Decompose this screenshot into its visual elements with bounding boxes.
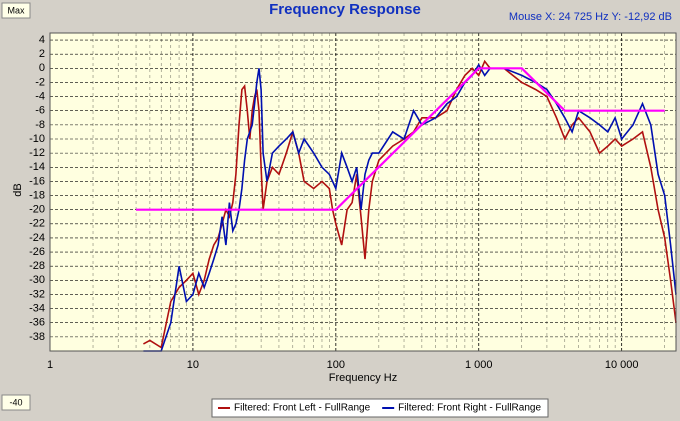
y-tick-label: -4 — [35, 91, 45, 103]
y-tick-label: -14 — [29, 161, 45, 173]
x-tick-label: 1 000 — [465, 359, 493, 371]
y-tick-label: -2 — [35, 76, 45, 88]
y-tick-label: -36 — [29, 317, 45, 329]
y-tick-label: -24 — [29, 232, 45, 244]
y-tick-label: -32 — [29, 288, 45, 300]
plot-border — [49, 32, 677, 352]
x-tick-label: 1 — [47, 359, 53, 371]
legend-label: Filtered: Front Left - FullRange — [234, 403, 371, 414]
x-tick-label: 10 000 — [605, 359, 639, 371]
y-tick-label: 2 — [39, 48, 45, 60]
series-line — [143, 59, 677, 349]
y-tick-label: -22 — [29, 218, 45, 230]
y-tick-label: -16 — [29, 175, 45, 187]
y-tick-label: 0 — [39, 62, 45, 74]
target-line — [136, 67, 665, 211]
x-tick-label: 10 — [187, 359, 199, 371]
y-tick-label: -18 — [29, 189, 45, 201]
mouse-readout: Mouse X: 24 725 Hz Y: -12,92 dB — [509, 11, 672, 23]
y-tick-label: -28 — [29, 260, 45, 272]
max-label: Max — [7, 5, 25, 15]
y-tick-label: -12 — [29, 147, 45, 159]
min-label: -40 — [9, 397, 22, 407]
y-tick-label: -26 — [29, 246, 45, 258]
y-axis-label: dB — [12, 183, 24, 196]
y-tick-label: -20 — [29, 204, 45, 216]
x-tick-label: 100 — [327, 359, 345, 371]
max-box[interactable] — [1, 2, 31, 19]
legend — [211, 398, 549, 418]
y-tick-label: -34 — [29, 303, 45, 315]
chart-title: Frequency Response — [269, 1, 421, 18]
series-line — [143, 63, 677, 352]
x-axis-label: Frequency Hz — [329, 372, 397, 384]
y-tick-label: -6 — [35, 105, 45, 117]
y-tick-label: -8 — [35, 119, 45, 131]
y-tick-label: -30 — [29, 274, 45, 286]
y-tick-label: 4 — [39, 34, 45, 46]
y-tick-label: -38 — [29, 331, 45, 343]
min-box[interactable] — [1, 394, 31, 411]
legend-label: Filtered: Front Right - FullRange — [398, 403, 541, 414]
y-tick-label: -10 — [29, 133, 45, 145]
